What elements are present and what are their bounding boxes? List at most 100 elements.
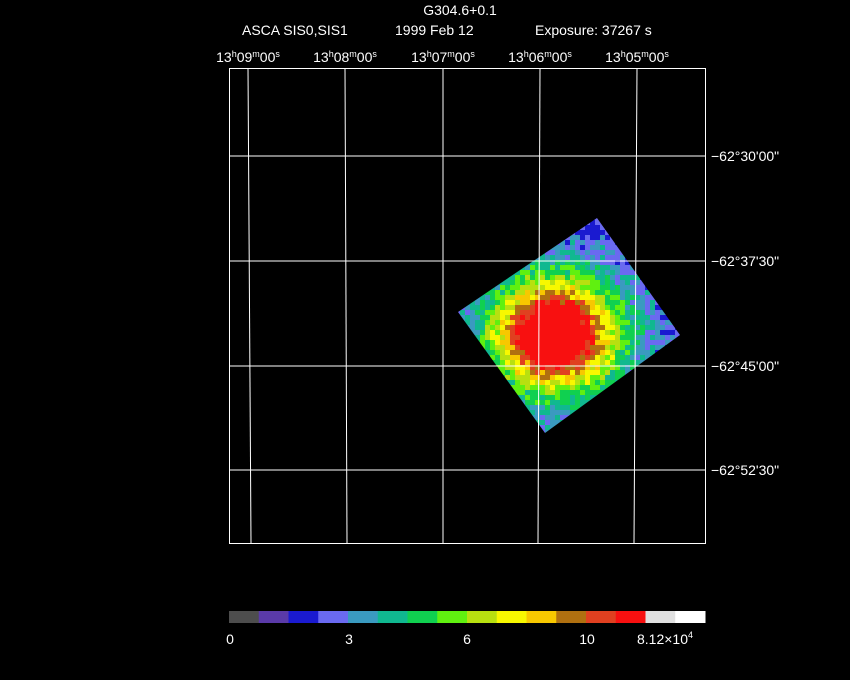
pixel (500, 225, 505, 230)
pixel (515, 340, 520, 345)
pixel (530, 425, 535, 430)
pixel (460, 240, 465, 245)
ra-unit: m (349, 49, 357, 59)
pixel (595, 290, 600, 295)
pixel (650, 265, 655, 270)
pixel (580, 310, 585, 315)
pixel (625, 218, 630, 220)
pixel (575, 380, 580, 385)
pixel (465, 250, 470, 255)
pixel (530, 430, 535, 433)
pixel (545, 370, 550, 375)
pixel (540, 300, 545, 305)
pixel (458, 310, 460, 315)
pixel (470, 275, 475, 280)
pixel (465, 380, 470, 385)
pixel (680, 235, 685, 240)
pixel (520, 335, 525, 340)
pixel (545, 405, 550, 410)
colorbar-segment (645, 611, 676, 623)
pixel (495, 415, 500, 420)
pixel (675, 220, 680, 225)
pixel (505, 280, 510, 285)
pixel (630, 340, 635, 345)
pixel (485, 235, 490, 240)
pixel (490, 360, 495, 365)
pixel (575, 265, 580, 270)
pixel (470, 320, 475, 325)
pixel (635, 315, 640, 320)
pixel (630, 395, 635, 400)
colorbar-segment (318, 611, 349, 623)
pixel (640, 390, 645, 395)
pixel (495, 300, 500, 305)
pixel (670, 350, 675, 355)
pixel (645, 335, 650, 340)
pixel (535, 305, 540, 310)
pixel (575, 405, 580, 410)
pixel (515, 395, 520, 400)
pixel (555, 300, 560, 305)
pixel (490, 405, 495, 410)
pixel (655, 425, 660, 430)
pixel (670, 310, 675, 315)
pixel (585, 415, 590, 420)
pixel (670, 410, 675, 415)
pixel (465, 430, 470, 433)
pixel (458, 345, 460, 350)
pixel (600, 270, 605, 275)
pixel (470, 430, 475, 433)
pixel (670, 320, 675, 325)
pixel (680, 265, 685, 270)
pixel (620, 290, 625, 295)
pixel (520, 435, 525, 440)
pixel (545, 375, 550, 380)
pixel (605, 220, 610, 225)
pixel (585, 345, 590, 350)
pixel (605, 330, 610, 335)
pixel (485, 265, 490, 270)
pixel (460, 405, 465, 410)
pixel (590, 370, 595, 375)
pixel (485, 310, 490, 315)
pixel (560, 225, 565, 230)
pixel (510, 305, 515, 310)
pixel (530, 360, 535, 365)
pixel (530, 240, 535, 245)
pixel (460, 375, 465, 380)
pixel (650, 340, 655, 345)
pixel (495, 225, 500, 230)
pixel (535, 285, 540, 290)
pixel (610, 245, 615, 250)
colorbar-segment (556, 611, 587, 623)
pixel (580, 230, 585, 235)
pixel (550, 270, 555, 275)
pixel (560, 355, 565, 360)
pixel (485, 345, 490, 350)
pixel (560, 425, 565, 430)
pixel (620, 315, 625, 320)
pixel (570, 310, 575, 315)
pixel (500, 370, 505, 375)
pixel (630, 315, 635, 320)
pixel (515, 265, 520, 270)
pixel (650, 275, 655, 280)
pixel (640, 255, 645, 260)
pixel (650, 360, 655, 365)
pixel (660, 295, 665, 300)
pixel (480, 218, 485, 220)
pixel (590, 325, 595, 330)
pixel (635, 415, 640, 420)
pixel (575, 220, 580, 225)
pixel (610, 325, 615, 330)
pixel (605, 435, 610, 440)
pixel (640, 220, 645, 225)
pixel (550, 300, 555, 305)
pixel (470, 395, 475, 400)
pixel (620, 280, 625, 285)
pixel (490, 315, 495, 320)
pixel (540, 265, 545, 270)
pixel (610, 260, 615, 265)
pixel (540, 400, 545, 405)
pixel (615, 305, 620, 310)
